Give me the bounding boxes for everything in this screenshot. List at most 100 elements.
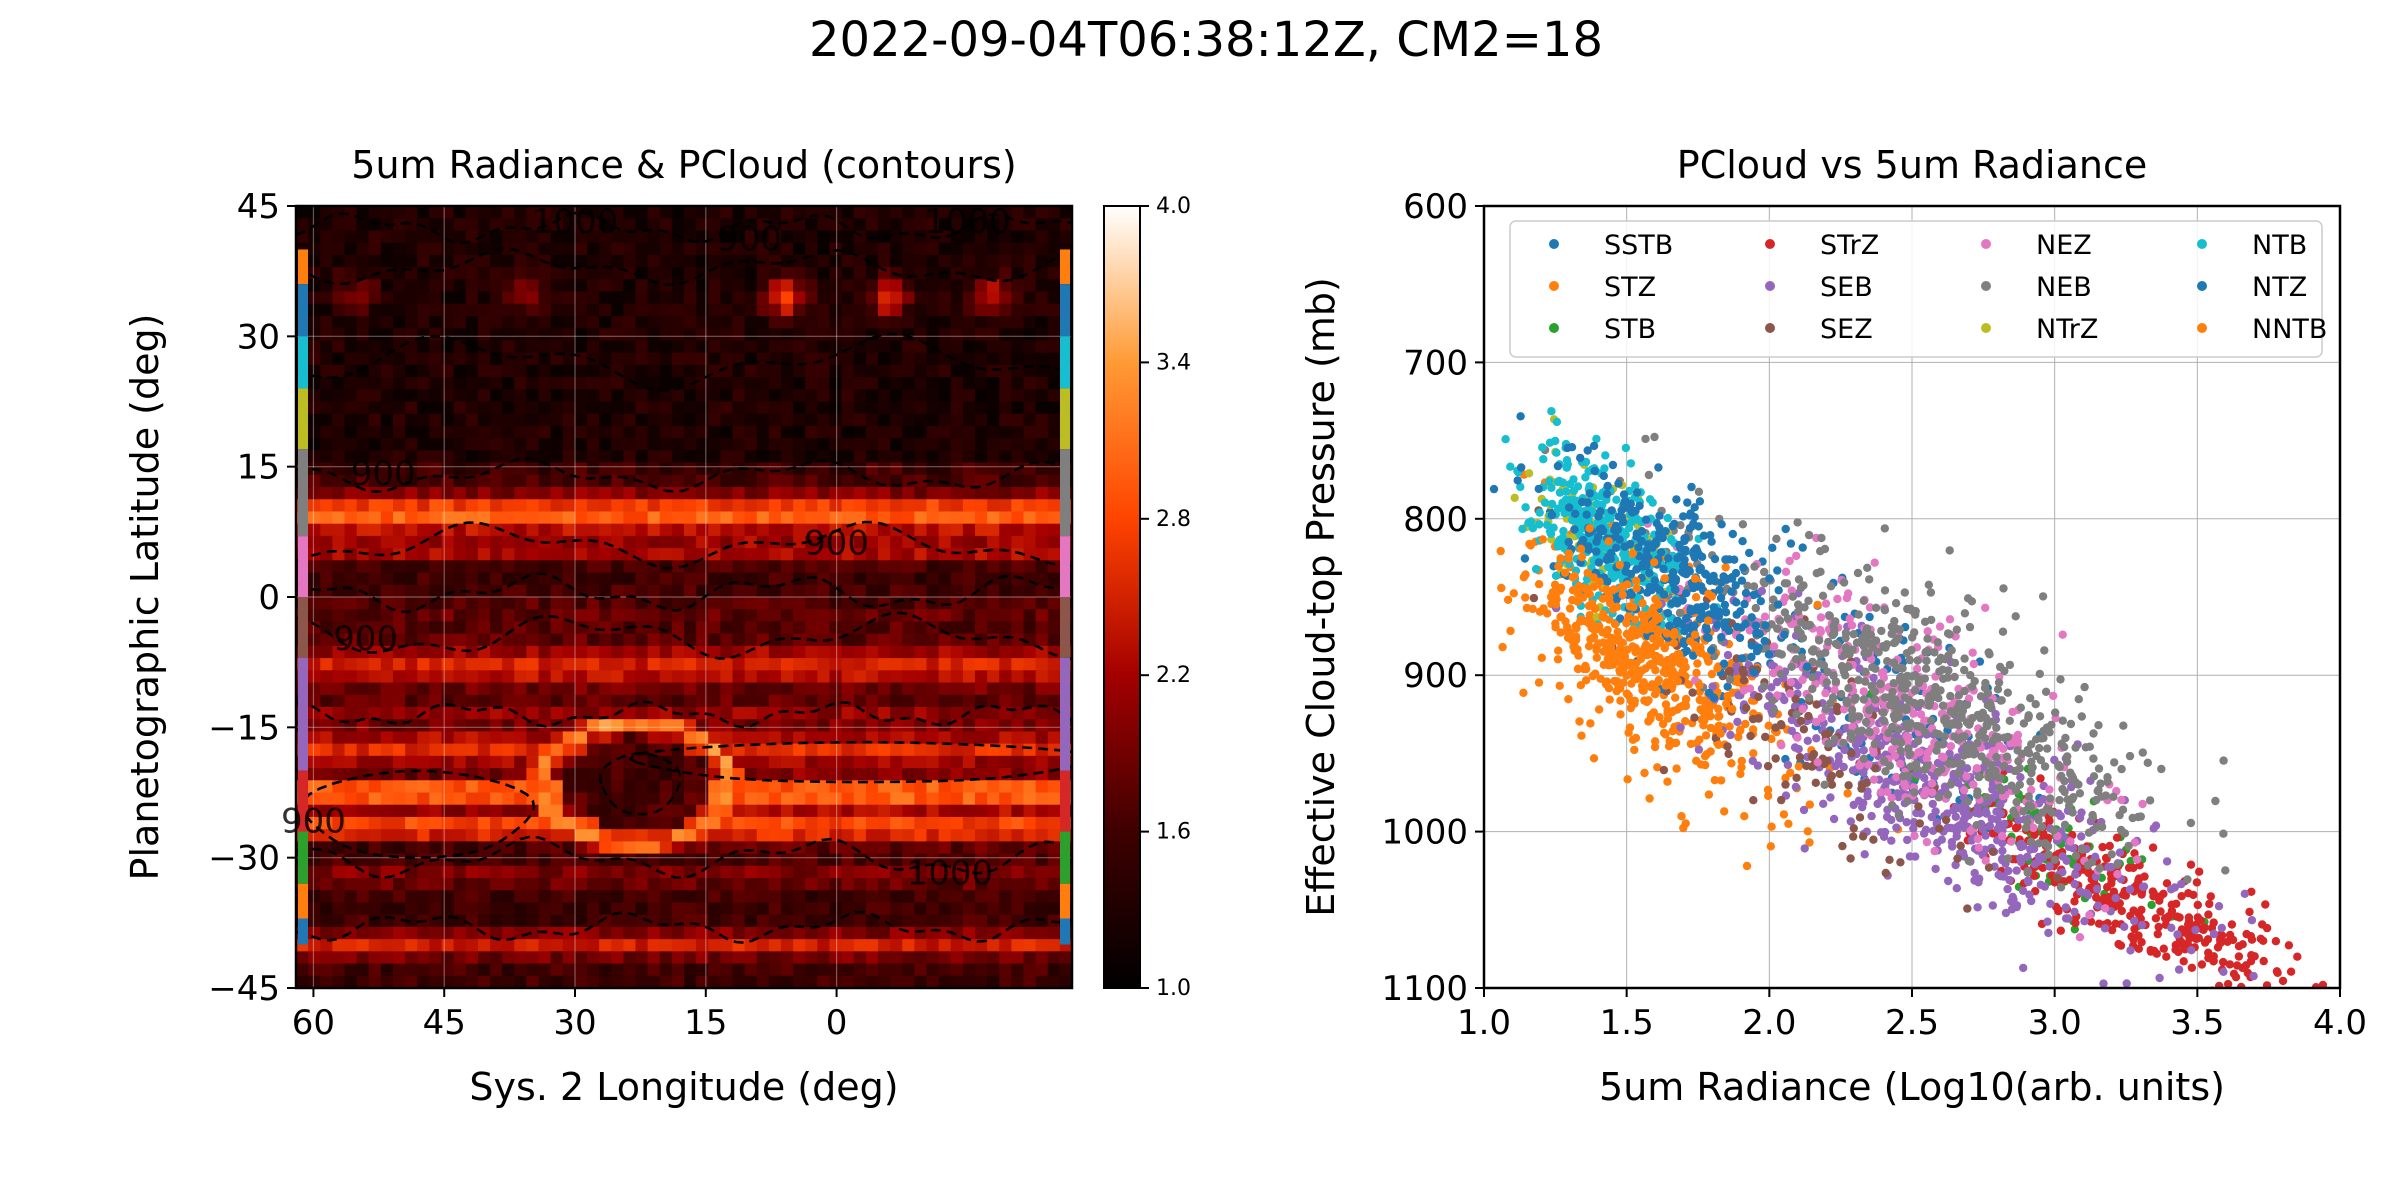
heatmap-cell: [842, 621, 855, 634]
heatmap-cell: [1011, 902, 1024, 915]
heatmap-cell: [672, 536, 685, 549]
heatmap-cell: [963, 658, 976, 671]
heatmap-cell: [805, 597, 818, 610]
heatmap-cell: [987, 328, 1000, 341]
heatmap-cell: [526, 670, 539, 683]
heatmap-cell: [587, 829, 600, 842]
heatmap-cell: [793, 890, 806, 903]
heatmap-cell: [733, 621, 746, 634]
heatmap-cell: [987, 560, 1000, 573]
heatmap-cell: [345, 230, 358, 243]
heatmap-cell: [708, 866, 721, 879]
heatmap-cell: [1048, 524, 1061, 537]
heatmap-cell: [429, 536, 442, 549]
heatmap-cell: [999, 634, 1012, 647]
heatmap-cell: [720, 683, 733, 696]
heatmap-cell: [769, 328, 782, 341]
heatmap-cell: [1011, 389, 1024, 402]
heatmap-cell: [1011, 609, 1024, 622]
scatter-point: [2285, 941, 2293, 949]
heatmap-cell: [320, 731, 333, 744]
heatmap-cell: [672, 573, 685, 586]
heatmap-cell: [878, 915, 891, 928]
scatter-point: [1745, 549, 1753, 557]
heatmap-cell: [648, 243, 661, 256]
heatmap-cell: [514, 389, 527, 402]
heatmap-cell: [1036, 609, 1049, 622]
heatmap-cell: [866, 890, 879, 903]
heatmap-cell: [357, 890, 370, 903]
heatmap-cell: [890, 585, 903, 598]
heatmap-cell: [684, 780, 697, 793]
heatmap-cell: [623, 719, 636, 732]
heatmap-cell: [1036, 536, 1049, 549]
heatmap-cell: [551, 426, 564, 439]
heatmap-cell: [405, 353, 418, 366]
heatmap-cell: [514, 695, 527, 708]
heatmap-cell: [720, 206, 733, 219]
heatmap-cell: [830, 487, 843, 500]
heatmap-cell: [648, 780, 661, 793]
heatmap-cell: [357, 683, 370, 696]
heatmap-cell: [708, 536, 721, 549]
heatmap-cell: [405, 292, 418, 305]
heatmap-cell: [551, 939, 564, 952]
scatter-point: [2114, 940, 2122, 948]
heatmap-cell: [854, 279, 867, 292]
heatmap-cell: [539, 597, 552, 610]
heatmap-cell: [854, 793, 867, 806]
heatmap-cell: [696, 670, 709, 683]
scatter-point: [2111, 920, 2119, 928]
heatmap-cell: [466, 279, 479, 292]
heatmap-cell: [478, 695, 491, 708]
heatmap-cell: [563, 854, 576, 867]
heatmap-cell: [563, 463, 576, 476]
heatmap-cell: [478, 731, 491, 744]
heatmap-x-tick-label: 45: [423, 1003, 466, 1043]
heatmap-cell: [526, 915, 539, 928]
heatmap-cell: [623, 548, 636, 561]
heatmap-cell: [963, 548, 976, 561]
heatmap-cell: [587, 793, 600, 806]
heatmap-cell: [575, 463, 588, 476]
heatmap-cell: [975, 609, 988, 622]
heatmap-cell: [636, 939, 649, 952]
heatmap-cell: [345, 573, 358, 586]
heatmap-cell: [332, 292, 345, 305]
heatmap-cell: [587, 560, 600, 573]
heatmap-cell: [951, 695, 964, 708]
scatter-point: [2107, 879, 2115, 887]
heatmap-cell: [902, 841, 915, 854]
heatmap-cell: [975, 340, 988, 353]
heatmap-cell: [393, 316, 406, 329]
heatmap-cell: [539, 402, 552, 415]
heatmap-cell: [878, 683, 891, 696]
heatmap-cell: [769, 707, 782, 720]
heatmap-cell: [551, 621, 564, 634]
heatmap-cell: [514, 279, 527, 292]
heatmap-cell: [320, 964, 333, 977]
heatmap-cell: [405, 304, 418, 317]
heatmap-cell: [296, 206, 309, 219]
heatmap-cell: [854, 805, 867, 818]
heatmap-cell: [805, 243, 818, 256]
heatmap-cell: [999, 487, 1012, 500]
heatmap-cell: [563, 951, 576, 964]
heatmap-cell: [648, 890, 661, 903]
heatmap-cell: [781, 487, 794, 500]
heatmap-cell: [708, 316, 721, 329]
heatmap-cell: [1011, 536, 1024, 549]
heatmap-cell: [648, 585, 661, 598]
heatmap-cell: [502, 548, 515, 561]
heatmap-cell: [308, 402, 321, 415]
heatmap-cell: [951, 976, 964, 989]
scatter-point: [2130, 925, 2138, 933]
heatmap-cell: [745, 683, 758, 696]
heatmap-cell: [539, 511, 552, 524]
heatmap-cell: [696, 731, 709, 744]
heatmap-cell: [490, 731, 503, 744]
heatmap-cell: [781, 683, 794, 696]
heatmap-panel: 5um Radiance & PCloud (contours) 1000 900…: [123, 143, 1095, 1109]
heatmap-cell: [1011, 646, 1024, 659]
heatmap-cell: [939, 695, 952, 708]
